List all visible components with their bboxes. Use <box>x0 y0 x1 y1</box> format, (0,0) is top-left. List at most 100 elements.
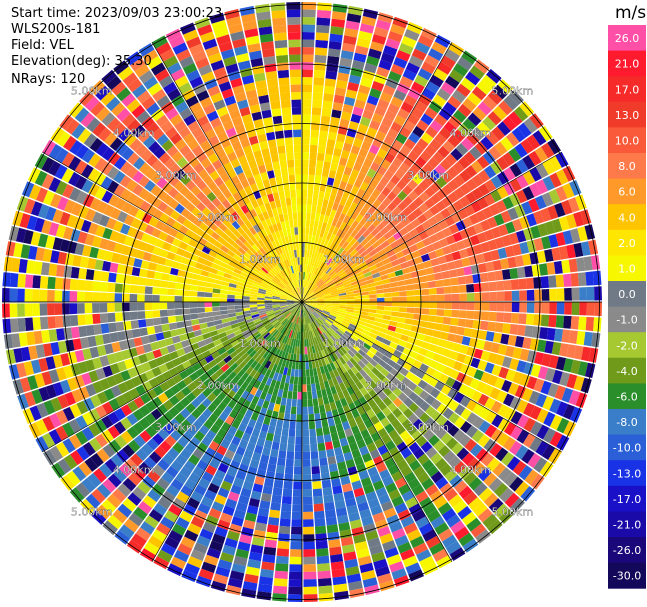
range-gate <box>302 227 306 235</box>
range-gate <box>240 381 249 391</box>
range-gate <box>286 285 292 292</box>
range-gate <box>78 325 88 338</box>
range-gate <box>277 246 283 254</box>
range-gate <box>42 190 55 206</box>
range-gate <box>272 593 287 602</box>
range-gate <box>356 323 365 330</box>
range-gate <box>334 590 349 601</box>
range-gate <box>571 287 580 301</box>
range-gate <box>108 194 120 207</box>
range-gate <box>463 491 478 506</box>
range-gate <box>84 96 100 112</box>
range-gate <box>392 139 404 151</box>
range-gate <box>200 122 213 134</box>
range-gate <box>504 245 515 258</box>
range-gate <box>429 205 440 216</box>
range-gate <box>272 303 280 306</box>
range-gate <box>355 130 366 141</box>
range-gate <box>488 311 497 322</box>
range-gate <box>212 302 220 307</box>
range-gate <box>183 114 196 126</box>
range-gate <box>96 248 107 260</box>
range-gate <box>168 504 182 517</box>
range-gate <box>283 268 289 276</box>
range-gate <box>267 314 276 319</box>
range-gate <box>449 242 459 253</box>
range-gate <box>536 250 547 264</box>
range-gate <box>364 62 378 74</box>
range-gate <box>182 302 190 309</box>
range-gate <box>190 196 201 207</box>
range-gate <box>388 70 402 83</box>
range-gate <box>403 362 413 371</box>
range-gate <box>430 515 445 529</box>
range-gate <box>284 311 291 318</box>
range-gate <box>277 457 286 467</box>
range-gate <box>483 492 499 508</box>
range-gate <box>85 325 95 336</box>
range-gate <box>242 289 251 294</box>
range-gate <box>337 328 345 335</box>
range-gate <box>568 258 578 273</box>
range-gate <box>75 144 89 159</box>
range-gate <box>78 268 87 280</box>
range-gate <box>316 160 324 169</box>
range-gate <box>267 139 277 148</box>
range-gate <box>120 404 133 417</box>
range-gate <box>195 335 204 343</box>
range-gate <box>302 204 307 213</box>
range-gate <box>298 227 302 235</box>
range-gate <box>178 126 191 139</box>
range-gate <box>318 592 334 602</box>
range-gate <box>324 331 331 339</box>
range-gate <box>516 429 530 444</box>
range-gate <box>397 256 407 264</box>
range-gate <box>386 372 396 382</box>
range-gate <box>116 107 131 122</box>
range-gate <box>304 279 307 288</box>
range-gate <box>434 212 445 223</box>
range-gate <box>68 102 84 118</box>
range-gate <box>175 517 190 530</box>
range-gate <box>94 157 108 172</box>
range-gate <box>536 424 550 440</box>
range-gate <box>48 429 62 445</box>
range-gate <box>362 191 371 201</box>
range-gate <box>237 261 246 269</box>
range-gate <box>415 240 425 250</box>
range-gate <box>352 286 361 291</box>
range-gate <box>463 471 477 486</box>
range-gate <box>238 360 247 369</box>
range-gate <box>268 456 278 465</box>
range-gate <box>221 318 230 324</box>
range-gate <box>93 270 102 281</box>
range-gate <box>129 138 143 152</box>
range-gate <box>346 235 354 244</box>
range-gate <box>275 465 285 474</box>
range-gate <box>308 281 313 289</box>
range-gate <box>496 390 508 404</box>
range-gate <box>212 288 221 294</box>
range-gate <box>48 177 61 193</box>
ring-label: 2.00km <box>365 211 407 224</box>
range-gate <box>324 297 332 300</box>
range-gate <box>520 138 534 154</box>
range-gate <box>347 272 356 278</box>
range-gate <box>402 329 411 337</box>
range-gate <box>302 137 310 145</box>
range-gate <box>122 498 137 512</box>
range-gate <box>237 541 251 552</box>
range-gate <box>163 55 179 69</box>
range-gate <box>151 483 166 497</box>
range-gate <box>43 400 56 415</box>
range-gate <box>315 420 322 429</box>
range-gate <box>303 504 313 512</box>
range-gate <box>305 331 308 340</box>
range-gate <box>265 432 274 442</box>
range-gate <box>155 238 165 249</box>
range-gate <box>432 94 447 108</box>
range-gate <box>249 299 257 302</box>
range-gate <box>508 382 520 396</box>
range-gate <box>484 179 497 193</box>
range-gate <box>222 339 231 347</box>
